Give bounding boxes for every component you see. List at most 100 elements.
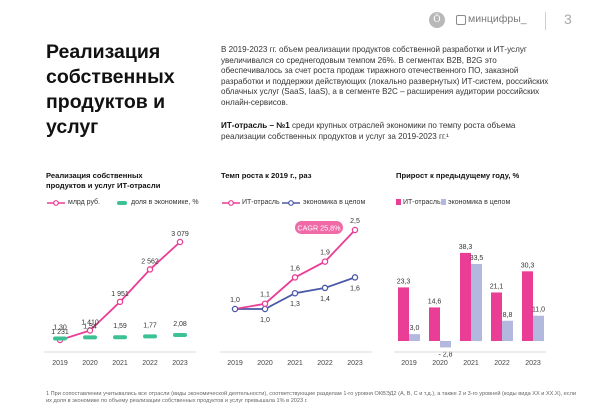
chart2-legend-it-marker — [222, 200, 240, 206]
chart1-title: Реализация собственных продуктов и услуг… — [46, 171, 161, 190]
chart1-share-label: 2,08 — [173, 321, 187, 328]
chart2-economy-label: 1,0 — [260, 317, 270, 324]
highlight-bold: ИТ-отрасль – №1 — [221, 121, 290, 130]
chart1-revenue-label: 1 410 — [81, 320, 99, 327]
chart2-it-label: 1,0 — [230, 297, 240, 304]
chart1-revenue-point — [176, 238, 184, 246]
chart3-economy-label: 3,0 — [410, 325, 420, 332]
chart1-x-tick: 2023 — [172, 360, 188, 367]
chart1-share-pill — [83, 335, 97, 340]
chart3-legend-series1: ИТ-отрасль — [403, 199, 441, 206]
chart3-it-bar — [460, 252, 471, 341]
chart1-x-tick: 2021 — [112, 360, 128, 367]
chart2-it-label: 1,1 — [260, 292, 270, 299]
chart3-x-tick: 2021 — [463, 360, 479, 367]
chart3-x-tick: 2023 — [525, 360, 541, 367]
chart3-legend-economy-marker — [441, 199, 446, 205]
chart1-legend-series2: доля в экономике, % — [131, 199, 199, 206]
chart1-share-label: 1,54 — [83, 323, 97, 330]
chart1-revenue-point — [146, 266, 154, 273]
chart1-revenue: 1 231 1 410 1 951 2 562 3 079 1,30 1,54 1,59 1,7… — [44, 231, 196, 367]
chart3-economy-label: 11,0 — [532, 307, 545, 314]
chart3-economy-bar — [533, 315, 544, 341]
chart1-legend-line-marker — [47, 200, 65, 206]
chart3-economy-label: - 2,8 — [438, 351, 452, 358]
chart1-legend-series1: млрд руб. — [68, 199, 101, 206]
chart3-it-label: 30,3 — [521, 262, 535, 269]
chart1-share-pill — [173, 333, 187, 337]
chart3-economy-label: 8,8 — [503, 312, 513, 319]
chart2-x-tick: 2023 — [347, 360, 363, 367]
chart3-x-tick: 2022 — [494, 360, 510, 367]
chart3-x-tick: 2019 — [401, 360, 417, 367]
chart1-revenue-label: 2 562 — [141, 258, 159, 265]
brand-name: минцифры_ — [468, 13, 527, 25]
chart2-x-tick: 2019 — [227, 360, 243, 367]
highlight-text: среди крупных отраслей экономики по темп… — [221, 121, 516, 141]
chart1-share-pill — [113, 335, 127, 340]
chart3-it-label: 38,3 — [459, 244, 473, 251]
chart3-x-tick: 2020 — [432, 360, 448, 367]
chart3-it-bar — [429, 307, 440, 341]
chart2-economy-label: 1,3 — [290, 301, 300, 308]
chart2-growth-rate: 1,0 1,3 1,4 1,6 1,0 1,1 1,6 1,9 2,5 CAGR 25,8% 201… — [220, 218, 372, 367]
chart2-economy-point — [321, 284, 329, 292]
chart1-x-tick: 2020 — [82, 360, 98, 367]
chart3-economy-bar — [502, 320, 513, 341]
chart2-economy-point — [231, 305, 239, 313]
chart2-it-point — [261, 300, 269, 307]
chart2-it-point — [321, 258, 329, 265]
page-title: Реализация собственных продуктов и услуг — [46, 41, 175, 138]
chart3-economy-label: 33,5 — [470, 255, 484, 262]
chart1-revenue-label: 3 079 — [171, 231, 189, 238]
chart2-x-tick: 2020 — [257, 360, 273, 367]
header-divider — [545, 12, 546, 30]
ministry-emblem-icon: Ö — [429, 12, 445, 28]
chart1-share-label: 1,77 — [143, 322, 157, 329]
chart3-it-label: 14,6 — [428, 298, 442, 305]
intro-paragraph: В 2019-2023 гг. объем реализации продукт… — [221, 45, 549, 107]
chart2-title: Темп роста к 2019 г., раз — [221, 171, 312, 180]
chart1-share-label: 1,30 — [53, 325, 67, 332]
chart3-it-label: 21,1 — [490, 283, 504, 290]
chart1-share-pill — [53, 336, 67, 341]
chart1-revenue-label: 1 951 — [111, 291, 129, 298]
chart1-revenue-point — [116, 298, 124, 306]
chart2-it-point — [291, 274, 299, 281]
chart2-x-tick: 2021 — [287, 360, 303, 367]
chart2-cagr-pill — [295, 221, 343, 234]
chart3-it-label: 23,3 — [397, 278, 411, 285]
chart1-revenue-point — [86, 327, 94, 334]
chart2-cagr-label: CAGR 25,8% — [297, 224, 341, 233]
chart3-legend-series2: экономика в целом — [448, 199, 511, 206]
chart1-share-label: 1,59 — [113, 323, 127, 330]
chart3-yoy-growth: 23,3 14,6 38,3 21,1 30,3 3,0 - 2,8 33,5 8,8 11,0 2… — [394, 244, 546, 367]
highlight-paragraph: ИТ-отрасль – №1 среди крупных отраслей э… — [221, 121, 551, 142]
chart2-economy-label: 1,6 — [350, 285, 360, 292]
chart2-economy-label: 1,4 — [320, 296, 330, 303]
chart2-legend-series1: ИТ-отрасль — [242, 199, 280, 206]
chart2-it-label: 1,9 — [320, 250, 330, 257]
chart2-legend-economy-marker — [282, 200, 300, 206]
chart3-title: Прирост к предыдущему году, % — [396, 171, 520, 180]
chart3-economy-bar — [409, 334, 420, 341]
page-number: 3 — [564, 11, 572, 27]
chart2-economy-point — [351, 274, 359, 281]
chart1-x-tick: 2019 — [52, 360, 68, 367]
chart2-economy-point — [291, 289, 299, 297]
footnote: 1 При сопоставлении учитывались все отра… — [46, 391, 576, 404]
brand-square-icon — [456, 15, 466, 25]
chart3-economy-bar — [440, 341, 451, 348]
chart2-x-tick: 2022 — [317, 360, 333, 367]
chart2-it-label: 2,5 — [350, 218, 360, 225]
chart3-it-bar — [398, 287, 409, 341]
chart2-legend-series2: экономика в целом — [303, 199, 366, 206]
chart2-economy-point — [261, 305, 269, 313]
chart1-legend-bar-marker — [117, 201, 127, 205]
chart2-it-label: 1,6 — [290, 265, 300, 272]
chart1-x-tick: 2022 — [142, 360, 158, 367]
chart3-it-bar — [491, 292, 502, 341]
chart1-share-pill — [143, 334, 157, 339]
chart3-it-bar — [522, 271, 533, 341]
chart3-legend-it-marker — [396, 199, 401, 205]
